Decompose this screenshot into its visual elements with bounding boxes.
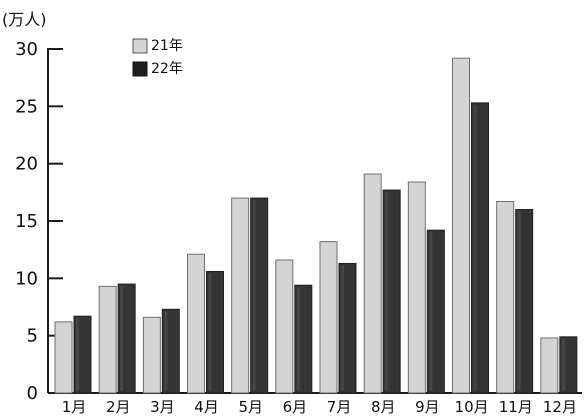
legend-swatch-22-year (132, 61, 148, 77)
x-tick-label: 9月 (415, 398, 440, 416)
bar-shading (76, 318, 79, 391)
bar-21-year (496, 201, 515, 394)
bars (54, 57, 578, 394)
bar-21-year (54, 321, 73, 394)
x-tick-label: 6月 (283, 398, 308, 416)
bar-shading (473, 104, 477, 391)
y-tick-label: 15 (15, 211, 38, 232)
bar-shading (296, 287, 300, 391)
y-axis-unit-label: (万人) (2, 10, 47, 29)
bar-shading (252, 200, 256, 391)
x-tick-label: 8月 (371, 398, 396, 416)
bar-21-year (98, 285, 117, 394)
y-tick-label: 10 (15, 268, 38, 289)
bar-22-year (559, 336, 578, 394)
bar-shading (120, 286, 124, 391)
bar-21-year (231, 197, 250, 394)
bar-22-year (206, 270, 224, 394)
bar-21-year (540, 337, 559, 394)
bar-shading (385, 192, 389, 391)
bar-shading (341, 265, 344, 391)
x-tick-label: 2月 (106, 398, 131, 416)
legend-label-22-year: 22年 (151, 61, 183, 77)
bar-21-year (407, 181, 426, 394)
y-tick-label: 5 (27, 326, 38, 347)
bar-22-year (161, 308, 180, 394)
bar-21-year (319, 241, 338, 394)
x-tick-label: 4月 (194, 398, 219, 416)
x-tick-label: 12月 (543, 398, 577, 416)
bar-21-year (142, 316, 161, 394)
legend: 21年 22年 (132, 38, 183, 77)
bar-22-year (515, 209, 534, 394)
x-tick-label: 7月 (327, 398, 352, 416)
bar-22-year (471, 102, 489, 394)
bar-shading (208, 273, 212, 391)
bar-22-year (294, 284, 313, 394)
bar-shading (561, 338, 565, 391)
bar-21-year (363, 173, 382, 394)
x-tick-label: 10月 (455, 398, 489, 416)
y-tick-label: 25 (15, 96, 38, 117)
bar-22-year (73, 315, 92, 394)
y-tick-label: 20 (15, 154, 38, 175)
bar-21-year (452, 57, 470, 394)
x-tick-label: 5月 (238, 398, 263, 416)
y-axis-ticks: 0 5 10 15 20 25 30 (15, 39, 63, 404)
bar-shading (429, 232, 433, 391)
bar-22-year (338, 262, 357, 394)
y-tick-label: 0 (27, 383, 38, 404)
y-tick-label: 30 (15, 39, 38, 60)
bar-22-year (117, 283, 136, 394)
bar-shading (164, 311, 168, 391)
bar-21-year (187, 253, 205, 394)
bar-22-year (426, 229, 445, 394)
bar-22-year (382, 189, 401, 394)
x-tick-label: 1月 (62, 398, 87, 416)
legend-swatch-21-year (132, 38, 148, 54)
x-axis-ticks: 1月 2月 3月 4月 5月 6月 7月 8月 9月 10月 11月 12月 (62, 398, 577, 416)
bar-22-year (250, 197, 269, 394)
bar-shading (517, 211, 521, 391)
x-tick-label: 11月 (499, 398, 533, 416)
bar-21-year (275, 259, 294, 394)
legend-label-21-year: 21年 (151, 38, 183, 54)
x-tick-label: 3月 (150, 398, 175, 416)
